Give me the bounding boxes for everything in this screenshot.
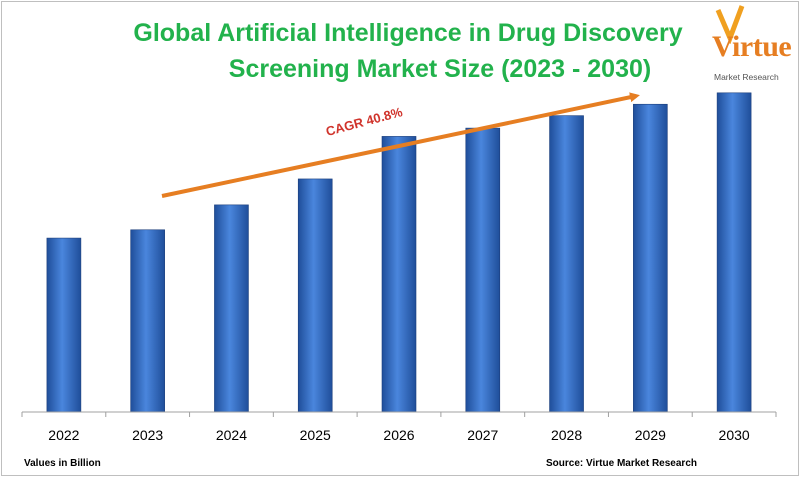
- x-tick-label-2030: 2030: [719, 427, 750, 443]
- x-tick-label-2027: 2027: [467, 427, 498, 443]
- logo-subtitle: Market Research: [714, 72, 779, 82]
- bar-2023: [130, 229, 165, 413]
- footer-source: Source: Virtue Market Research: [546, 458, 697, 469]
- chart-title-line2: Screening Market Size (2023 - 2030): [228, 55, 652, 83]
- chart-title-line1: Global Artificial Intelligence in Drug D…: [133, 19, 683, 47]
- x-tick-label-2023: 2023: [132, 427, 163, 443]
- logo-word: Virtue: [712, 30, 792, 63]
- x-tick-label-2022: 2022: [48, 427, 79, 443]
- logo-v-mark-icon: [715, 5, 745, 44]
- x-tick-label-2025: 2025: [300, 427, 331, 443]
- x-tick-label-2024: 2024: [216, 427, 247, 443]
- bar-2028: [549, 115, 584, 413]
- bar-2027: [465, 127, 501, 413]
- x-tick-label-2029: 2029: [635, 427, 666, 443]
- bar-2026: [381, 136, 417, 413]
- bar-2022: [46, 237, 82, 413]
- bar-2024: [214, 204, 249, 413]
- x-tick-label-2026: 2026: [383, 427, 414, 443]
- bar-2030: [716, 92, 752, 413]
- x-tick-label-2028: 2028: [551, 427, 582, 443]
- footer-units: Values in Billion: [24, 458, 101, 469]
- bar-2029: [633, 103, 668, 413]
- bar-2025: [297, 178, 333, 413]
- cagr-arrow: [161, 92, 640, 198]
- virtue-logo: Virtue Market Research: [708, 4, 796, 90]
